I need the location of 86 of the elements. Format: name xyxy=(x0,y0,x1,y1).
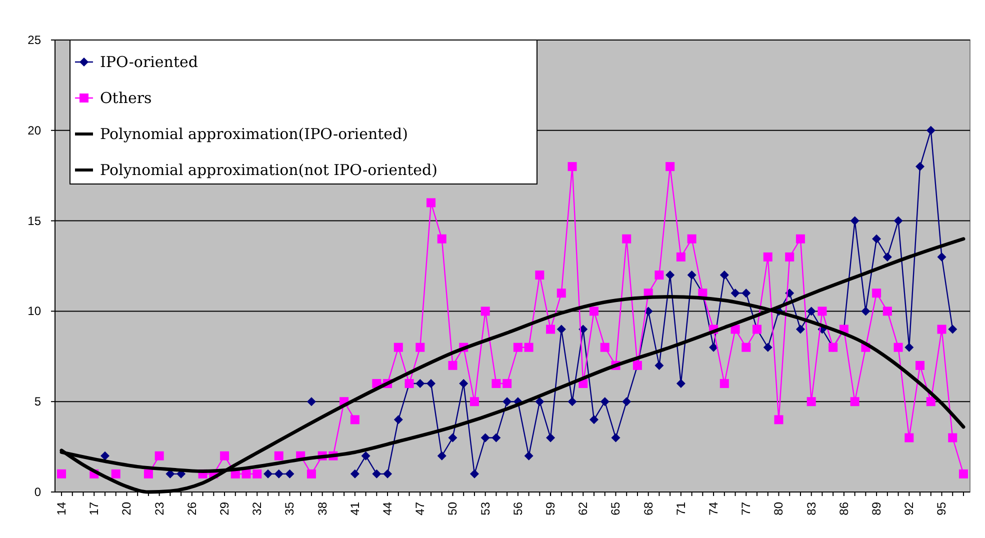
point xyxy=(274,469,284,478)
point xyxy=(916,162,925,172)
x-tick-label: 50 xyxy=(446,502,460,516)
point xyxy=(437,451,446,460)
point xyxy=(556,324,566,334)
y-tick-label: 20 xyxy=(28,123,42,138)
x-tick-label: 53 xyxy=(478,502,492,516)
x-tick-label: 74 xyxy=(706,502,721,516)
x-tick-label: 29 xyxy=(218,502,232,516)
point xyxy=(306,397,316,406)
point xyxy=(796,324,805,334)
point xyxy=(470,469,479,478)
legend-label: Others xyxy=(100,89,152,107)
point xyxy=(687,270,696,280)
point xyxy=(611,433,620,442)
x-tick-label: 20 xyxy=(120,502,134,516)
point xyxy=(948,324,958,334)
point xyxy=(480,433,490,442)
x-tick-label: 89 xyxy=(870,502,884,516)
x-tick-label: 68 xyxy=(641,502,656,516)
point xyxy=(763,342,772,352)
x-tick-label: 32 xyxy=(250,502,264,516)
point xyxy=(600,397,610,406)
point xyxy=(372,469,382,478)
x-tick-label: 41 xyxy=(348,502,362,516)
x-tick-label: 56 xyxy=(510,502,525,516)
point xyxy=(546,433,556,442)
point xyxy=(535,397,544,406)
point xyxy=(416,379,425,388)
point xyxy=(285,469,294,478)
point xyxy=(361,451,370,460)
legend-label: Polynomial approximation(IPO-oriented) xyxy=(100,125,408,143)
x-tick-label: 65 xyxy=(608,502,623,516)
point xyxy=(263,469,272,478)
point xyxy=(937,252,946,262)
y-tick-label: 5 xyxy=(34,394,42,409)
x-tick-label: 23 xyxy=(152,502,166,516)
point xyxy=(100,451,110,460)
point xyxy=(394,415,403,424)
x-tick-label: 62 xyxy=(576,502,590,516)
x-tick-label: 59 xyxy=(544,502,558,516)
point xyxy=(676,379,686,388)
y-tick-label: 25 xyxy=(28,33,42,47)
x-tick-label: 71 xyxy=(674,502,688,516)
point xyxy=(426,379,436,388)
x-tick-label: 83 xyxy=(804,502,818,516)
point xyxy=(709,342,718,352)
x-tick-label: 80 xyxy=(772,502,786,516)
point xyxy=(861,306,870,316)
point xyxy=(654,360,664,370)
x-tick-label: 44 xyxy=(380,502,395,516)
x-tick-label: 38 xyxy=(315,502,330,516)
x-tick-label: 47 xyxy=(413,502,428,516)
y-tick-label: 10 xyxy=(28,304,42,318)
x-tick-label: 14 xyxy=(54,502,69,516)
x-tick-label: 92 xyxy=(902,502,916,516)
point xyxy=(882,252,892,262)
x-tick-label: 77 xyxy=(739,502,754,516)
x-tick-label: 35 xyxy=(282,502,297,516)
point xyxy=(730,288,740,298)
point xyxy=(448,433,458,442)
x-tick-label: 17 xyxy=(87,502,102,516)
point xyxy=(806,306,816,316)
legend-label: Polynomial approximation(not IPO-oriented) xyxy=(100,161,438,179)
legend-label: IPO-oriented xyxy=(100,53,198,71)
point xyxy=(872,234,882,244)
point xyxy=(720,270,729,280)
point xyxy=(524,451,534,460)
point xyxy=(492,433,501,442)
point xyxy=(850,216,860,226)
point xyxy=(459,379,468,388)
point xyxy=(568,397,577,406)
point xyxy=(590,415,598,424)
point xyxy=(742,288,751,298)
point xyxy=(926,126,936,135)
x-tick-label: 95 xyxy=(934,502,949,516)
x-tick-label: 86 xyxy=(836,502,851,516)
y-tick-label: 0 xyxy=(34,485,42,499)
y-tick-label: 15 xyxy=(28,214,42,228)
point xyxy=(350,469,360,478)
point xyxy=(894,216,903,226)
point xyxy=(383,469,392,478)
x-tick-label: 26 xyxy=(184,502,199,516)
point xyxy=(622,397,632,406)
point xyxy=(502,397,512,406)
point xyxy=(904,342,914,352)
